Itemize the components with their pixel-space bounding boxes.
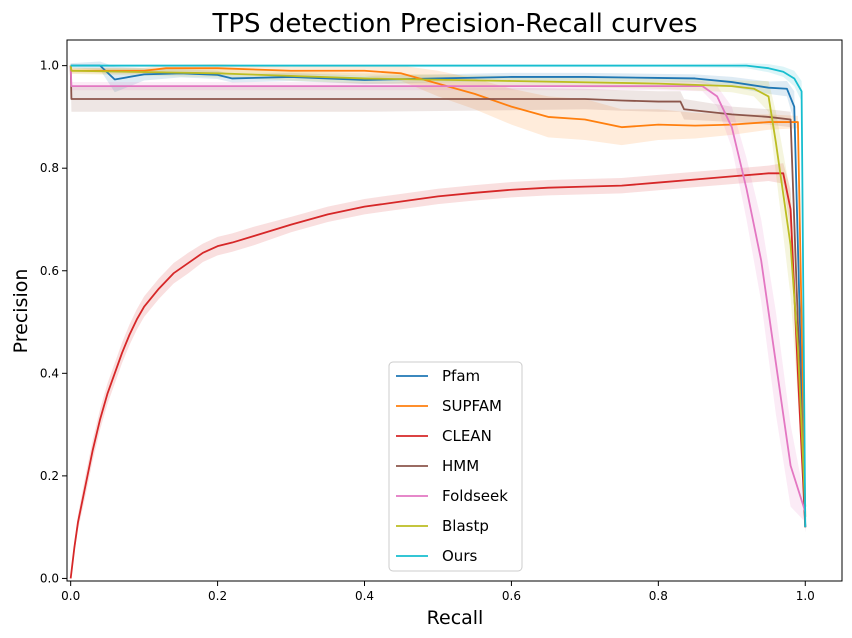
ours-line [70, 64, 807, 528]
y-tick-label: 0.8 [40, 161, 59, 175]
y-tick-label: 0.0 [40, 571, 59, 585]
pfam-legend-label: Pfam [442, 367, 480, 385]
x-tick-label: 0.8 [649, 589, 668, 603]
legend: Pfam SUPFAM CLEAN HMM Foldseek Blastp Ours [388, 361, 523, 572]
ours-legend-label: Ours [442, 547, 477, 565]
supfam-line [69, 65, 807, 517]
hmm-confidence-band [70, 63, 806, 533]
y-tick-label: 1.0 [40, 59, 59, 73]
supfam-legend-label: SUPFAM [442, 397, 502, 415]
clean-legend-label: CLEAN [442, 427, 492, 445]
x-tick-label: 0.2 [208, 589, 227, 603]
chart-title: TPS detection Precision-Recall curves [212, 9, 698, 39]
x-axis-ticks: 0.0 0.2 0.4 0.6 0.8 1.0 [61, 581, 815, 603]
hmm-line [69, 65, 807, 528]
hmm-legend-label: HMM [442, 457, 479, 475]
foldseek-legend-label: Foldseek [442, 487, 508, 505]
blastp-line [69, 65, 807, 507]
legend-frame [388, 361, 523, 572]
x-tick-label: 0.0 [61, 589, 80, 603]
blastp-legend-label: Blastp [442, 517, 489, 535]
plot-frame [66, 39, 843, 582]
y-tick-label: 0.4 [40, 366, 59, 380]
y-tick-label: 0.2 [40, 469, 59, 483]
x-axis-label: Recall [427, 607, 484, 629]
foldseek-line [69, 65, 807, 513]
y-tick-label: 0.6 [40, 264, 59, 278]
confidence-bands [70, 61, 806, 579]
x-tick-label: 0.4 [355, 589, 374, 603]
clean-line [69, 172, 807, 579]
y-axis-ticks: 0.0 0.2 0.4 0.6 0.8 1.0 [40, 59, 67, 585]
series-lines [69, 64, 807, 579]
foldseek-confidence-band [70, 63, 806, 523]
y-axis-label: Precision [10, 269, 32, 354]
x-tick-label: 1.0 [796, 589, 815, 603]
x-tick-label: 0.6 [502, 589, 521, 603]
